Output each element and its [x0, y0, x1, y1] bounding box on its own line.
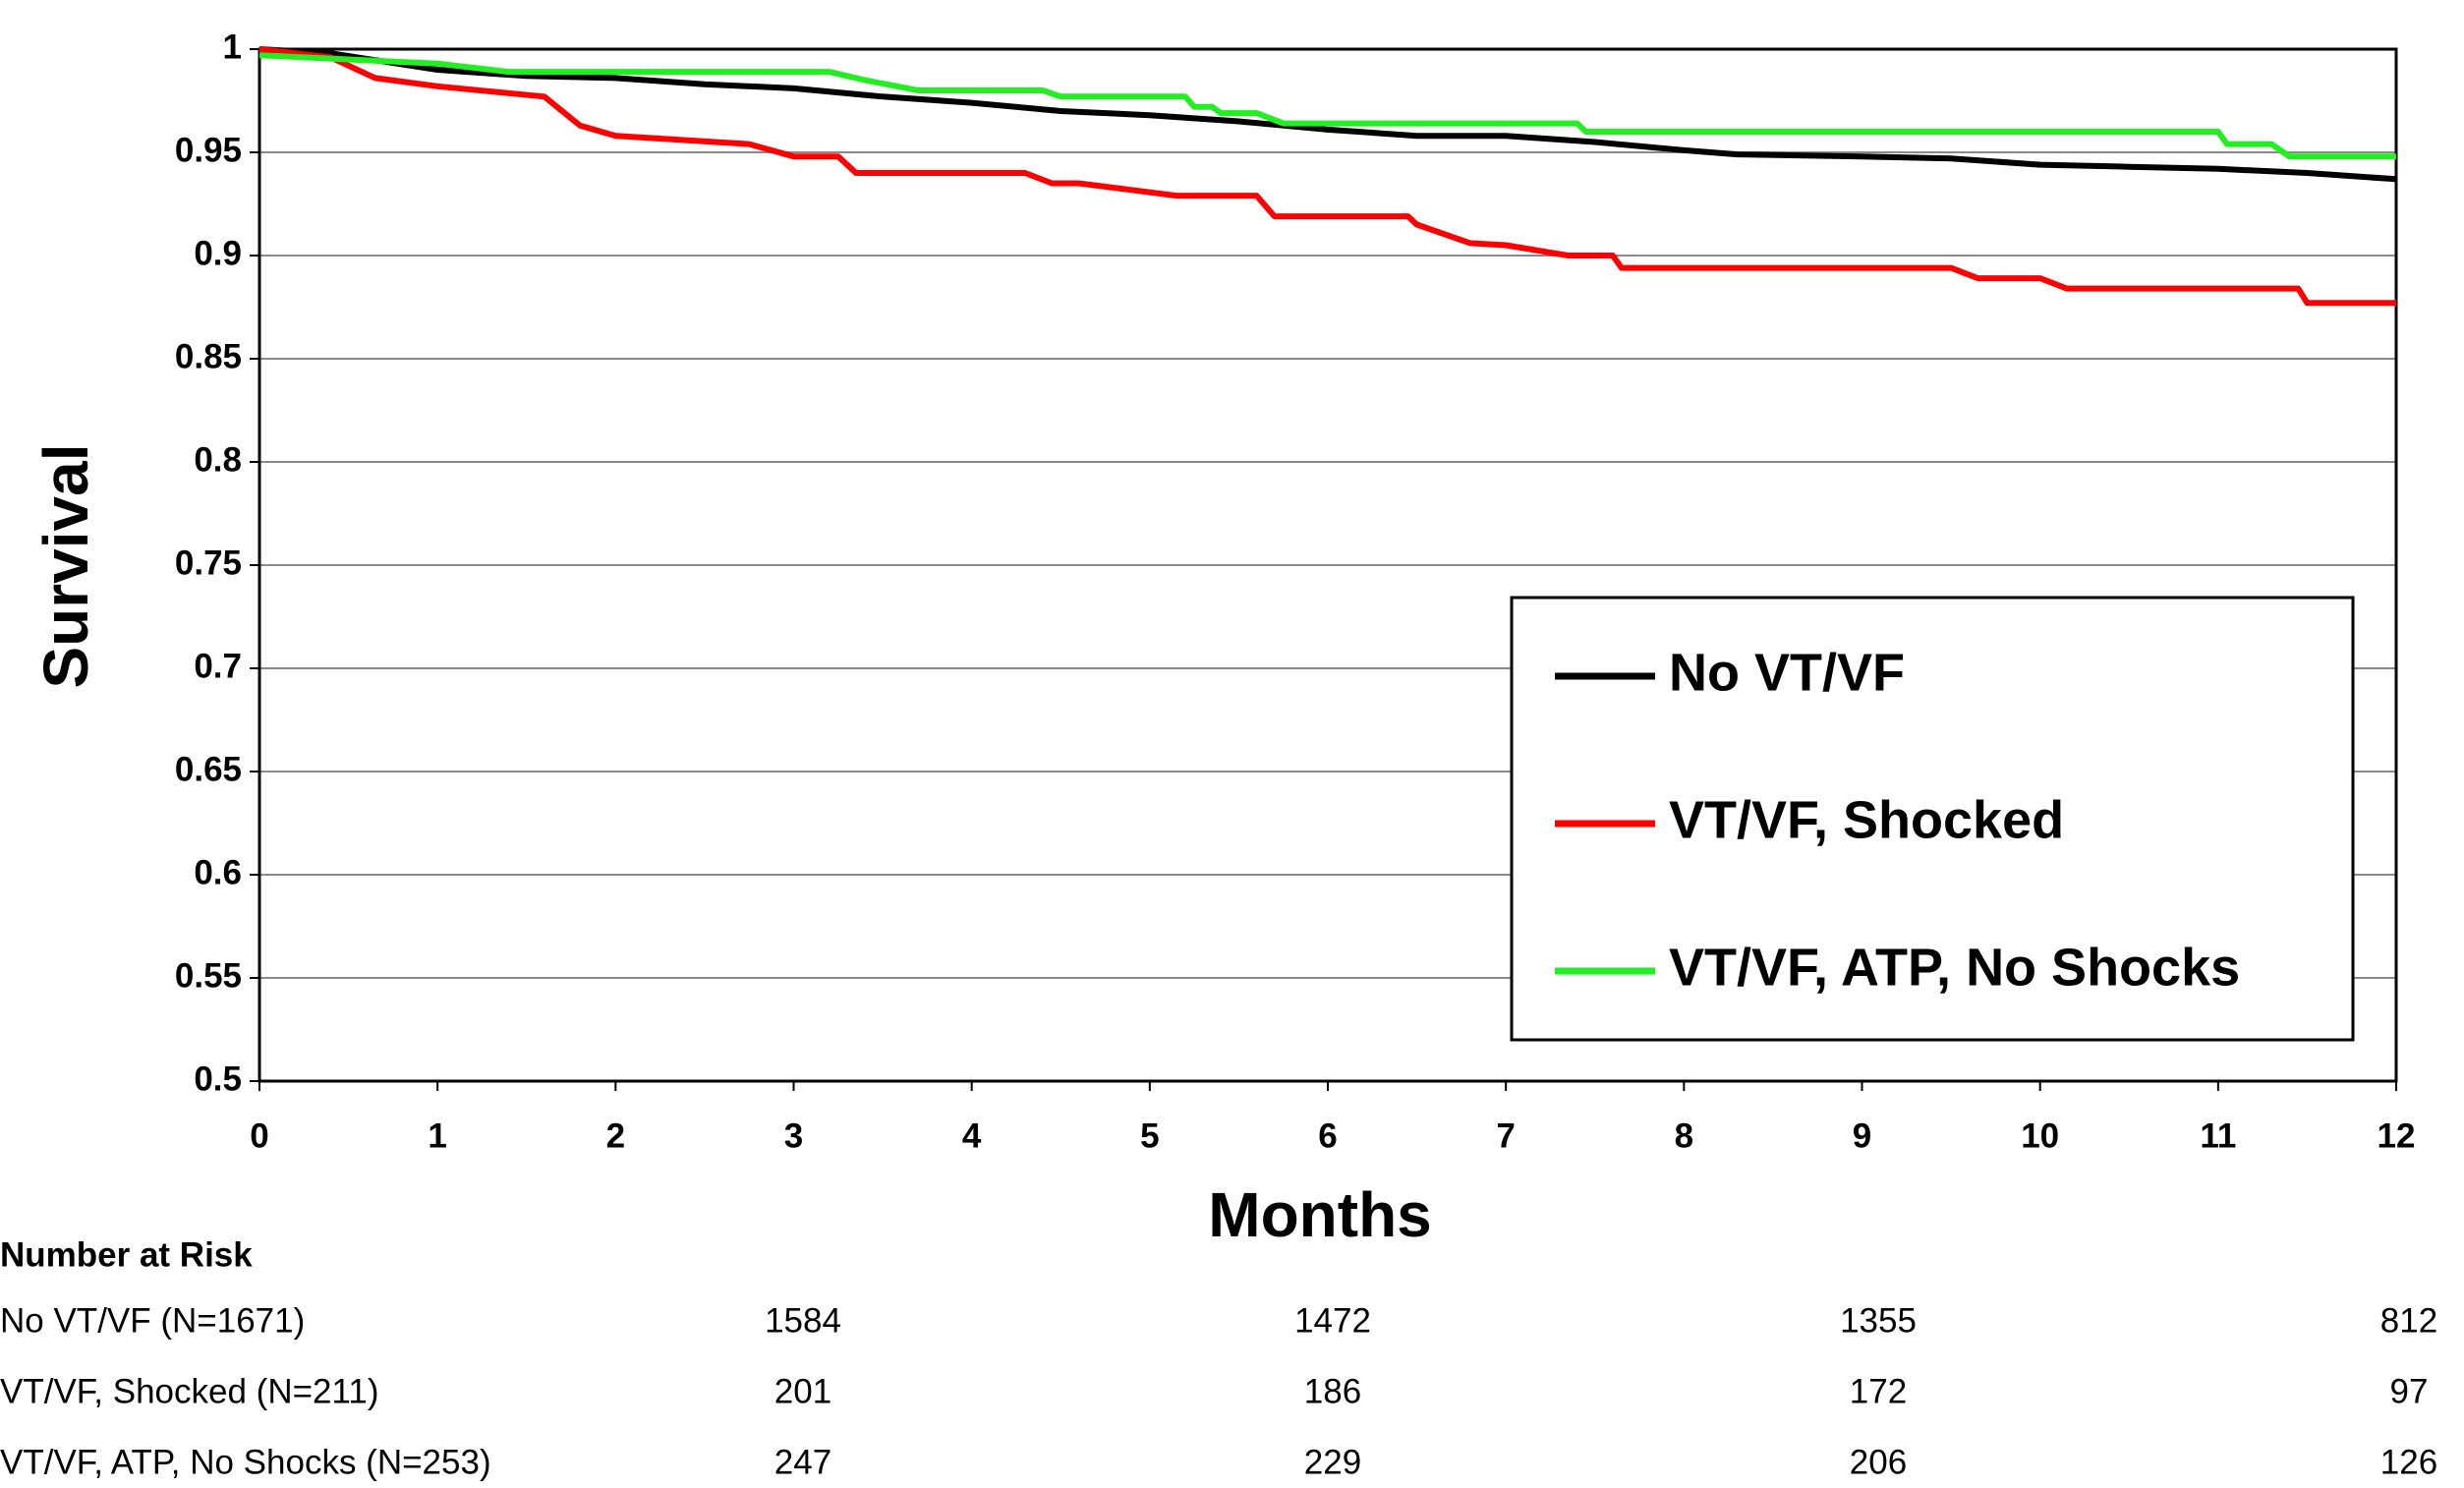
- risk-count: 201: [774, 1372, 831, 1410]
- y-tick-label: 0.6: [194, 853, 242, 891]
- y-tick-label: 0.7: [194, 647, 242, 685]
- risk-row-label: No VT/VF (N=1671): [0, 1301, 305, 1340]
- y-tick-label: 0.9: [194, 234, 242, 272]
- risk-count: 206: [1850, 1443, 1907, 1481]
- y-tick-label: 0.5: [194, 1059, 242, 1098]
- risk-count: 1584: [765, 1301, 841, 1340]
- plot-frame: [258, 47, 2398, 1083]
- x-tick-label: 12: [2378, 1116, 2416, 1155]
- risk-count: 229: [1304, 1443, 1361, 1481]
- x-tick-label: 11: [2200, 1116, 2236, 1155]
- risk-count: 1472: [1294, 1301, 1371, 1340]
- y-tick-label: 0.55: [175, 956, 242, 995]
- x-tick-label: 3: [784, 1116, 803, 1155]
- risk-count: 186: [1304, 1372, 1361, 1410]
- x-tick-label: 8: [1675, 1116, 1693, 1155]
- legend-label: No VT/VF: [1669, 643, 1905, 702]
- survival-line: [258, 46, 2397, 183]
- x-tick-label: 1: [428, 1116, 446, 1155]
- risk-row-label: VT/VF, ATP, No Shocks (N=253): [0, 1443, 491, 1481]
- survival-line: [258, 52, 2396, 160]
- risk-count: 172: [1850, 1372, 1907, 1410]
- risk-count: 126: [2380, 1443, 2437, 1481]
- y-tick-label: 1: [223, 28, 242, 66]
- y-tick-label: 0.95: [175, 131, 242, 169]
- y-tick-label: 0.75: [175, 544, 242, 582]
- legend-label: VT/VF, Shocked: [1669, 790, 2064, 849]
- x-tick-label: 2: [606, 1116, 625, 1155]
- x-tick-label: 5: [1140, 1116, 1159, 1155]
- y-axis-title: Survival: [30, 443, 101, 688]
- x-tick-label: 10: [2021, 1116, 2059, 1155]
- risk-table-title: Number at Risk: [0, 1235, 253, 1274]
- x-tick-label: 9: [1853, 1116, 1871, 1155]
- legend-label: VT/VF, ATP, No Shocks: [1669, 938, 2240, 997]
- x-tick-label: 4: [962, 1116, 982, 1155]
- x-axis-title: Months: [1208, 1179, 1432, 1250]
- y-tick-label: 0.8: [194, 440, 242, 479]
- y-tick-label: 0.65: [175, 750, 242, 788]
- risk-row-label: VT/VF, Shocked (N=211): [0, 1372, 379, 1410]
- x-tick-label: 6: [1318, 1116, 1337, 1155]
- risk-count: 812: [2380, 1301, 2437, 1340]
- legend-box: [1510, 596, 2355, 1042]
- y-tick-label: 0.85: [175, 337, 242, 375]
- x-tick-label: 0: [250, 1116, 268, 1155]
- risk-count: 1355: [1840, 1301, 1917, 1340]
- risk-count: 97: [2390, 1372, 2429, 1410]
- x-tick-label: 7: [1496, 1116, 1515, 1155]
- survival-line: [258, 46, 2396, 307]
- risk-count: 247: [774, 1443, 831, 1481]
